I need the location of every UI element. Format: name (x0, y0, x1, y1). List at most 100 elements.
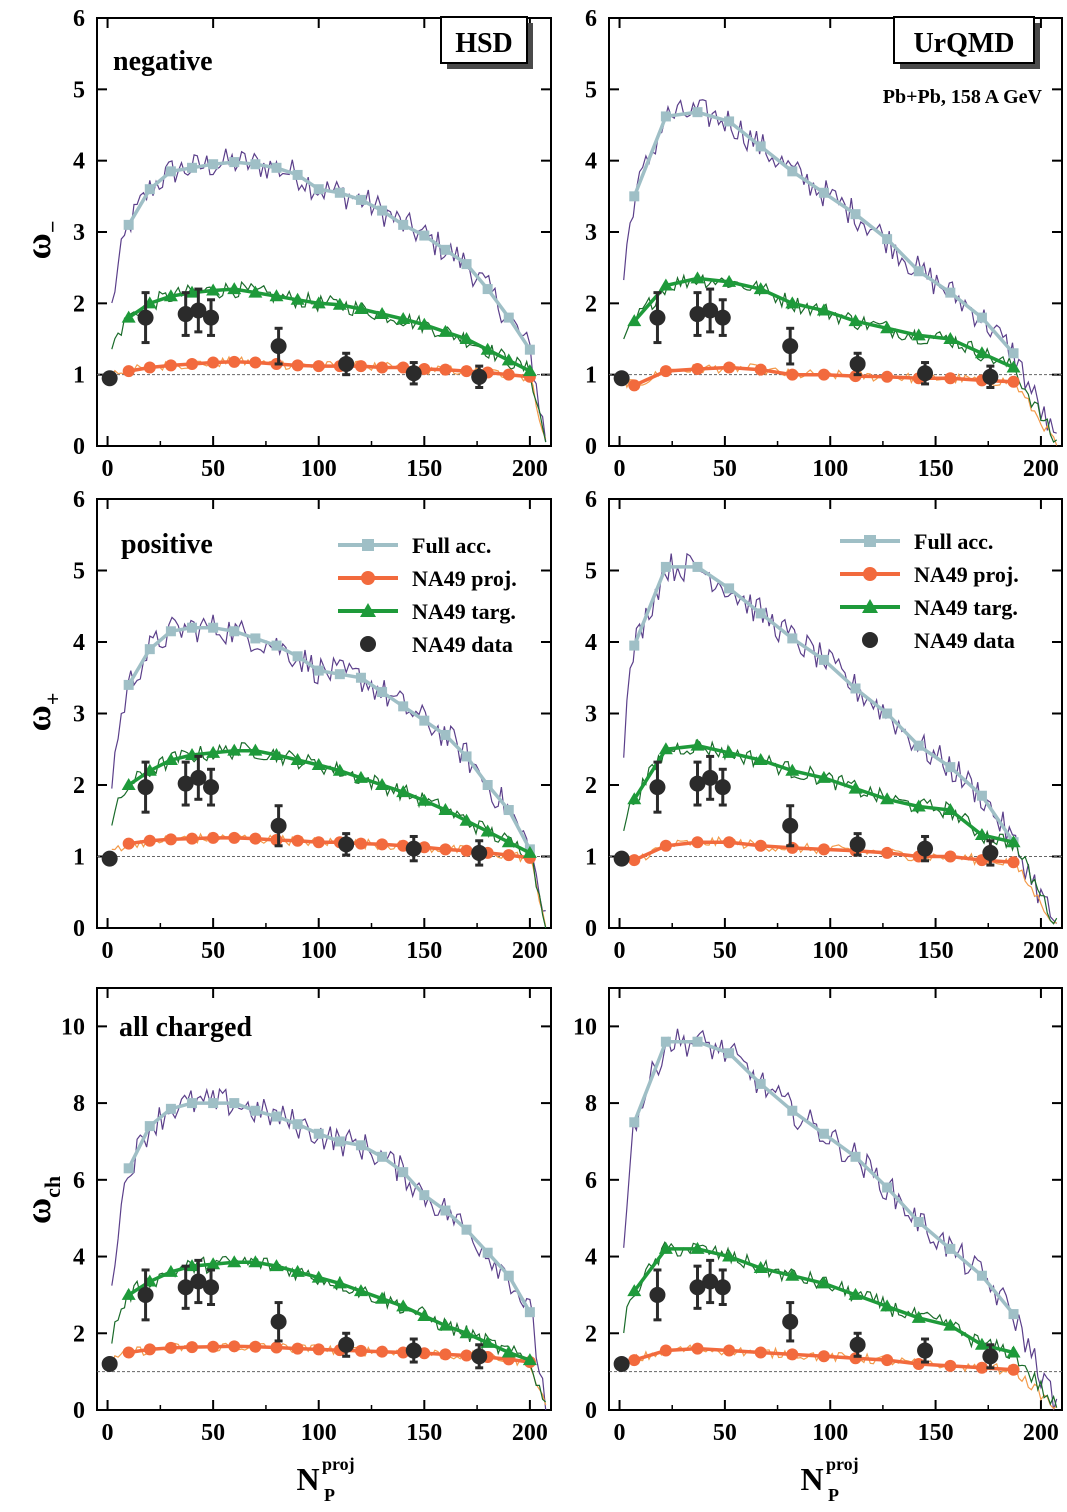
marker-triangle (353, 302, 368, 315)
marker-square (976, 1270, 987, 1281)
x-tick-label: 200 (1023, 456, 1059, 482)
data-point (702, 769, 719, 786)
marker-triangle (848, 781, 863, 794)
marker-square (398, 219, 409, 230)
marker-circle (207, 356, 220, 369)
marker-square (755, 608, 766, 619)
marker-square (850, 1151, 861, 1162)
marker-square (292, 1119, 303, 1130)
marker-circle (186, 1341, 199, 1354)
y-tick-label: 4 (585, 149, 597, 175)
marker-triangle (311, 1270, 326, 1283)
marker-triangle (627, 1284, 642, 1297)
marker-square (144, 184, 155, 195)
marker-square (660, 561, 671, 572)
data-point (190, 302, 207, 319)
data-point (649, 779, 666, 796)
y-tick-label: 6 (585, 487, 597, 513)
marker-square (377, 687, 388, 698)
marker-triangle (290, 1264, 305, 1277)
series-line (632, 1247, 1014, 1355)
data-point (917, 840, 934, 857)
marker-circle (1007, 856, 1020, 869)
marker-triangle (501, 1345, 516, 1358)
marker-square (334, 669, 345, 680)
x-tick-label: 50 (713, 938, 737, 964)
marker-triangle (332, 1276, 347, 1289)
legend-left-label: NA49 proj. (412, 566, 517, 591)
marker-circle (143, 361, 156, 374)
marker-square (1008, 348, 1019, 359)
y-tick-label: 2 (73, 291, 85, 317)
marker-square (165, 1103, 176, 1114)
marker-square (292, 651, 303, 662)
marker-square (524, 1307, 535, 1318)
x-tick-label: 150 (406, 1420, 442, 1446)
marker-triangle (185, 285, 200, 298)
marker-triangle (522, 845, 537, 858)
legend-right: Full acc. NA49 proj. NA49 targ. NA49 dat… (840, 529, 1019, 653)
marker-triangle (501, 353, 516, 366)
marker-circle (164, 359, 177, 372)
data-point (613, 1355, 630, 1372)
x-tick-label: 50 (201, 938, 225, 964)
marker-circle (502, 849, 515, 862)
data-point (471, 1348, 488, 1365)
data-point (177, 775, 194, 792)
marker-triangle (206, 1257, 221, 1270)
marker-circle (207, 831, 220, 844)
marker-circle (944, 372, 957, 385)
data-point (613, 370, 630, 387)
marker-square (461, 259, 472, 270)
data-point (782, 338, 799, 355)
marker-triangle (522, 364, 537, 377)
x-tick-label: 0 (102, 938, 114, 964)
marker-square (945, 1243, 956, 1254)
data-point (137, 1286, 154, 1303)
plot-frame (96, 987, 552, 1411)
panel: 0 50 100 150 200 0 2 4 6 8 10 (573, 987, 1063, 1446)
xlabel-right-main: N (800, 1461, 823, 1497)
marker-circle (460, 844, 473, 857)
y-tick-label: 0 (585, 1398, 597, 1424)
marker-triangle (785, 763, 800, 776)
marker-square (692, 561, 703, 572)
marker-triangle (375, 778, 390, 790)
x-tick-label: 150 (406, 456, 442, 482)
marker-square (692, 107, 703, 118)
y-tick-label: 4 (73, 630, 85, 656)
data-point (177, 306, 194, 323)
data-point (849, 355, 866, 372)
marker-triangle (943, 1318, 958, 1331)
marker-triangle (417, 1309, 432, 1322)
marker-triangle (248, 285, 263, 298)
marker-circle (228, 355, 241, 368)
marker-circle (228, 1340, 241, 1353)
marker-square (271, 1111, 282, 1122)
marker-triangle (459, 1326, 474, 1339)
y-tick-label: 1 (73, 845, 85, 871)
marker-square (292, 169, 303, 180)
marker-square (660, 111, 671, 122)
marker-circle (376, 361, 389, 374)
marker-circle (1007, 1363, 1020, 1376)
marker-square (208, 159, 219, 170)
marker-circle (291, 1342, 304, 1355)
marker-circle (912, 1357, 925, 1370)
marker-triangle (438, 1318, 453, 1331)
marker-circle (249, 832, 262, 845)
legend-right-label: NA49 proj. (914, 562, 1019, 587)
panel: 0 50 100 150 200 0 1 2 3 4 5 6 (585, 6, 1063, 482)
data-point (689, 1279, 706, 1296)
marker-triangle (227, 743, 242, 756)
y-tick-label: 2 (73, 773, 85, 799)
y-tick-label: 2 (585, 1321, 597, 1347)
xlabel-right: N P proj (800, 1454, 858, 1505)
marker-square (377, 205, 388, 216)
marker-triangle (974, 828, 989, 841)
xlabel-left: N P proj (296, 1454, 354, 1505)
y-tick-label: 5 (73, 77, 85, 103)
marker-square (398, 1167, 409, 1178)
marker-triangle (121, 778, 136, 790)
marker-square (503, 805, 514, 816)
